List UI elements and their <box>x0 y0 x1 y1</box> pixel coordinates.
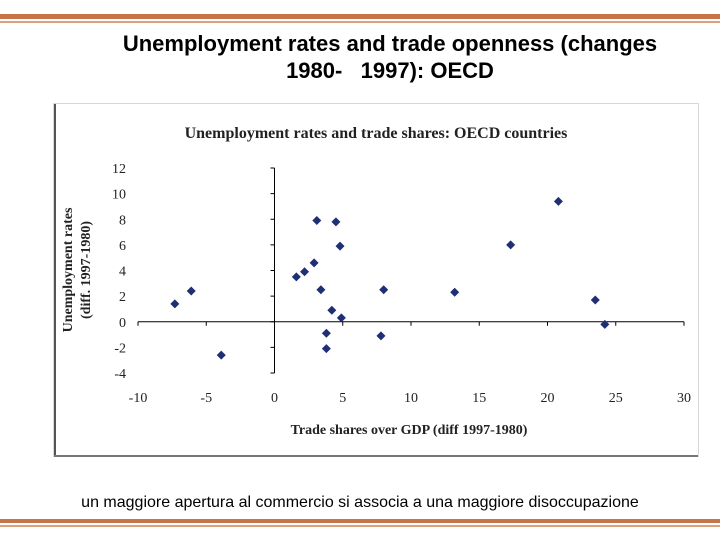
scatter-chart: Unemployment rates and trade shares: OEC… <box>61 125 691 438</box>
data-point <box>331 217 341 227</box>
data-point <box>376 331 386 341</box>
data-point <box>335 241 345 251</box>
y-tick-labels: -4 -2 0 2 4 6 8 10 12 <box>112 162 126 382</box>
slide-title-line2: 1980- 1997): OECD <box>286 58 494 83</box>
x-tick-label: 20 <box>541 391 555 406</box>
data-point <box>316 285 326 295</box>
data-point <box>327 305 337 315</box>
data-point <box>379 285 389 295</box>
bottom-rule-thick <box>0 519 720 523</box>
chart-panel: Unemployment rates and trade shares: OEC… <box>54 104 698 456</box>
data-point <box>506 240 516 250</box>
data-point <box>216 350 226 360</box>
data-point <box>321 344 331 354</box>
y-tick-label: 12 <box>112 162 126 177</box>
y-tick-label: -2 <box>114 341 126 356</box>
x-tick-label: 15 <box>472 391 486 406</box>
data-point <box>300 267 310 277</box>
data-point <box>170 299 180 309</box>
x-tick-label: 5 <box>339 391 346 406</box>
slide-title-line1: Unemployment rates and trade openness (c… <box>122 31 658 56</box>
panel-edge-bottom <box>54 455 698 457</box>
x-tick-label: -10 <box>129 391 148 406</box>
data-point <box>590 295 600 305</box>
x-tick-label: 0 <box>271 391 278 406</box>
y-axis-label-line1: Unemployment rates <box>61 207 76 332</box>
y-axis-label: Unemployment rates (diff. 1997-1980) <box>61 207 94 332</box>
data-point <box>291 272 301 282</box>
caption: un maggiore apertura al commercio si ass… <box>81 494 639 511</box>
data-point <box>600 319 610 329</box>
x-tick-label: 10 <box>404 391 418 406</box>
data-point <box>336 313 346 323</box>
y-tick-label: 2 <box>119 290 126 305</box>
axes <box>137 167 685 374</box>
data-point <box>309 258 319 268</box>
y-tick-label: 0 <box>119 316 126 331</box>
data-point <box>312 216 322 226</box>
x-tick-label: 25 <box>609 391 623 406</box>
y-axis-label-line2: (diff. 1997-1980) <box>79 221 94 319</box>
y-tick-label: 8 <box>119 213 126 228</box>
x-axis-label: Trade shares over GDP (diff 1997-1980) <box>291 423 528 438</box>
top-rule-thin <box>0 21 720 23</box>
x-tick-label: -5 <box>200 391 212 406</box>
data-points <box>170 196 610 360</box>
chart-title: Unemployment rates and trade shares: OEC… <box>185 125 568 142</box>
y-tick-label: 6 <box>119 239 126 254</box>
top-rule-thick <box>0 14 720 19</box>
data-point <box>321 328 331 338</box>
x-tick-labels: -10 -5 0 5 10 15 20 25 30 <box>129 391 691 406</box>
panel-edge-left <box>54 104 56 456</box>
data-point <box>553 196 563 206</box>
data-point <box>186 286 196 296</box>
y-tick-label: -4 <box>114 367 126 382</box>
slide-title: Unemployment rates and trade openness (c… <box>60 30 720 84</box>
data-point <box>450 287 460 297</box>
bottom-rule-thin <box>0 525 720 527</box>
y-tick-label: 10 <box>112 188 126 203</box>
x-tick-label: 30 <box>677 391 691 406</box>
y-tick-label: 4 <box>119 265 126 280</box>
